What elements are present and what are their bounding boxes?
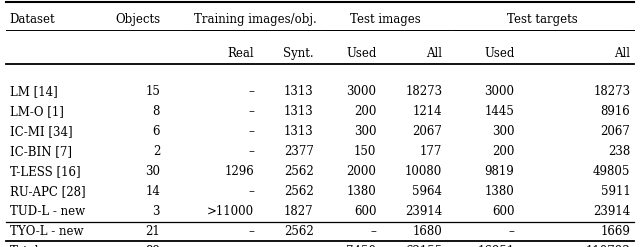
Text: 62155: 62155	[405, 246, 442, 247]
Text: 600: 600	[354, 205, 376, 218]
Text: –: –	[248, 125, 254, 138]
Text: 21: 21	[145, 226, 160, 238]
Text: 2: 2	[153, 145, 160, 158]
Text: 2000: 2000	[347, 165, 376, 178]
Text: 1827: 1827	[284, 205, 314, 218]
Text: –: –	[248, 85, 254, 98]
Text: 300: 300	[492, 125, 515, 138]
Text: IC-MI [34]: IC-MI [34]	[10, 125, 72, 138]
Text: 15: 15	[145, 85, 160, 98]
Text: 10080: 10080	[405, 165, 442, 178]
Text: Test targets: Test targets	[508, 13, 578, 26]
Text: 1680: 1680	[413, 226, 442, 238]
Text: Dataset: Dataset	[10, 13, 55, 26]
Text: 200: 200	[492, 145, 515, 158]
Text: 5911: 5911	[601, 185, 630, 198]
Text: 1313: 1313	[284, 85, 314, 98]
Text: Used: Used	[346, 47, 376, 60]
Text: 8: 8	[153, 105, 160, 118]
Text: –: –	[248, 226, 254, 238]
Text: 49805: 49805	[593, 165, 630, 178]
Text: 177: 177	[420, 145, 442, 158]
Text: 14: 14	[145, 185, 160, 198]
Text: RU-APC [28]: RU-APC [28]	[10, 185, 85, 198]
Text: 1669: 1669	[600, 226, 630, 238]
Text: All: All	[426, 47, 442, 60]
Text: 16951: 16951	[477, 246, 515, 247]
Text: 200: 200	[354, 105, 376, 118]
Text: Test images: Test images	[351, 13, 421, 26]
Text: 1313: 1313	[284, 105, 314, 118]
Text: 8916: 8916	[601, 105, 630, 118]
Text: TYO-L - new: TYO-L - new	[10, 226, 83, 238]
Text: –: –	[248, 105, 254, 118]
Text: –: –	[371, 226, 376, 238]
Text: 2562: 2562	[284, 165, 314, 178]
Text: Total: Total	[10, 246, 39, 247]
Text: 23914: 23914	[405, 205, 442, 218]
Text: 23914: 23914	[593, 205, 630, 218]
Text: 30: 30	[145, 165, 160, 178]
Text: 9819: 9819	[484, 165, 515, 178]
Text: 2562: 2562	[284, 226, 314, 238]
Text: 600: 600	[492, 205, 515, 218]
Text: All: All	[614, 47, 630, 60]
Text: 2562: 2562	[284, 185, 314, 198]
Text: 110793: 110793	[586, 246, 630, 247]
Text: >11000: >11000	[207, 205, 254, 218]
Text: Used: Used	[484, 47, 515, 60]
Text: 1214: 1214	[413, 105, 442, 118]
Text: 3000: 3000	[484, 85, 515, 98]
Text: –: –	[248, 185, 254, 198]
Text: LM [14]: LM [14]	[10, 85, 58, 98]
Text: Training images/obj.: Training images/obj.	[195, 13, 317, 26]
Text: 5964: 5964	[412, 185, 442, 198]
Text: 1380: 1380	[347, 185, 376, 198]
Text: 6: 6	[152, 125, 160, 138]
Text: 2067: 2067	[600, 125, 630, 138]
Text: LM-O [1]: LM-O [1]	[10, 105, 63, 118]
Text: IC-BIN [7]: IC-BIN [7]	[10, 145, 72, 158]
Text: Synt.: Synt.	[283, 47, 314, 60]
Text: 1296: 1296	[225, 165, 254, 178]
Text: 2067: 2067	[412, 125, 442, 138]
Text: 3000: 3000	[346, 85, 376, 98]
Text: T-LESS [16]: T-LESS [16]	[10, 165, 80, 178]
Text: Real: Real	[227, 47, 254, 60]
Text: 7450: 7450	[346, 246, 376, 247]
Text: 150: 150	[354, 145, 376, 158]
Text: 89: 89	[145, 246, 160, 247]
Text: 238: 238	[608, 145, 630, 158]
Text: 18273: 18273	[405, 85, 442, 98]
Text: 1380: 1380	[484, 185, 515, 198]
Text: 300: 300	[354, 125, 376, 138]
Text: –: –	[509, 226, 515, 238]
Text: TUD-L - new: TUD-L - new	[10, 205, 84, 218]
Text: 1445: 1445	[484, 105, 515, 118]
Text: –: –	[248, 145, 254, 158]
Text: 2377: 2377	[284, 145, 314, 158]
Text: 3: 3	[152, 205, 160, 218]
Text: 1313: 1313	[284, 125, 314, 138]
Text: Objects: Objects	[115, 13, 160, 26]
Text: 18273: 18273	[593, 85, 630, 98]
